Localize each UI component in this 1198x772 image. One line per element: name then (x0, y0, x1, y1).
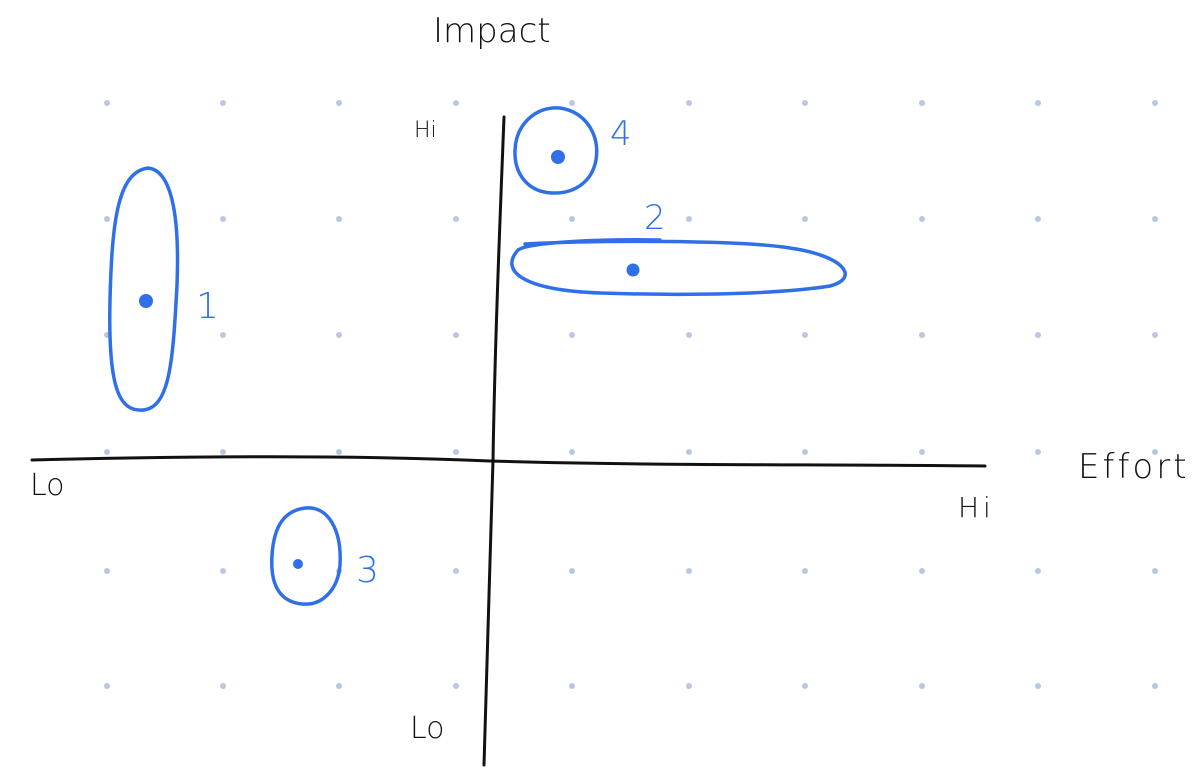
grid-dot (220, 216, 226, 222)
grid-dot (569, 216, 575, 222)
grid-dot (453, 216, 459, 222)
horizontal-axis-line (30, 455, 987, 468)
grid-dot (569, 332, 575, 338)
grid-dot (1035, 449, 1041, 455)
grid-dot (919, 332, 925, 338)
grid-dot (453, 332, 459, 338)
grid-dot (1152, 683, 1158, 689)
grid-dot (336, 449, 342, 455)
grid-dot (569, 683, 575, 689)
grid-dot (1035, 332, 1041, 338)
item-2-point (626, 263, 640, 277)
item-3: 3 (270, 506, 379, 606)
item-4-enclosure (513, 106, 599, 195)
grid-dot (220, 100, 226, 106)
grid-dot (686, 568, 692, 574)
grid-dot (802, 216, 808, 222)
grid-dot (802, 449, 808, 455)
vertical-axis-low-label: Lo (410, 711, 445, 746)
grid-dot (686, 683, 692, 689)
grid-dot (919, 449, 925, 455)
grid-dot (220, 683, 226, 689)
item-1-enclosure (108, 166, 180, 412)
grid-dot (1035, 216, 1041, 222)
vertical-axis-line (482, 115, 506, 767)
vertical-axis-high-label: Hi (414, 118, 437, 143)
grid-dot (1152, 332, 1158, 338)
grid-dot (919, 100, 925, 106)
grid-dot (104, 568, 110, 574)
grid-dot (1152, 449, 1158, 455)
grid-dot (1035, 100, 1041, 106)
grid-dot (453, 100, 459, 106)
grid-dot (220, 449, 226, 455)
grid-dot (220, 568, 226, 574)
item-4-point (551, 150, 565, 164)
horizontal-axis-low-label: Lo (30, 468, 65, 503)
grid-dot (220, 332, 226, 338)
grid-dot (686, 449, 692, 455)
grid-dot (104, 100, 110, 106)
item-1-label: 1 (196, 286, 219, 327)
grid-dot (569, 449, 575, 455)
grid-dot (336, 100, 342, 106)
grid-dot (686, 100, 692, 106)
item-2-label: 2 (644, 198, 666, 238)
grid-dot (802, 683, 808, 689)
grid-dot (336, 216, 342, 222)
grid-dot (453, 683, 459, 689)
grid-dot (336, 683, 342, 689)
grid-dot (1152, 100, 1158, 106)
grid-dot (569, 100, 575, 106)
grid-dot (453, 449, 459, 455)
item-3-point (293, 559, 303, 569)
item-3-label: 3 (356, 550, 379, 591)
item-1-point (139, 294, 153, 308)
horizontal-axis-title: Effort (1078, 447, 1190, 487)
grid-dot (1035, 683, 1041, 689)
grid-dot (1152, 216, 1158, 222)
item-2-enclosure (510, 238, 847, 297)
grid-dot (104, 683, 110, 689)
grid-dot (1152, 568, 1158, 574)
grid-dot (1035, 568, 1041, 574)
grid-dot (686, 332, 692, 338)
grid-dot (919, 216, 925, 222)
grid-dot (686, 216, 692, 222)
grid-dot (919, 568, 925, 574)
item-1: 1 (108, 166, 219, 412)
item-4: 4 (513, 106, 632, 195)
item-3-enclosure (270, 506, 342, 606)
item-2: 2 (510, 198, 847, 297)
grid-dot (919, 683, 925, 689)
grid-dot (802, 332, 808, 338)
horizontal-axis-high-label: Hi (958, 491, 995, 524)
grid-dot (453, 568, 459, 574)
grid-dot (104, 449, 110, 455)
grid-dot (104, 216, 110, 222)
grid-dot (802, 568, 808, 574)
grid-dot (569, 568, 575, 574)
grid-dot (336, 332, 342, 338)
vertical-axis-title: Impact (433, 11, 551, 51)
grid-dot (802, 100, 808, 106)
item-4-label: 4 (610, 114, 632, 154)
grid-dots (104, 100, 1158, 689)
